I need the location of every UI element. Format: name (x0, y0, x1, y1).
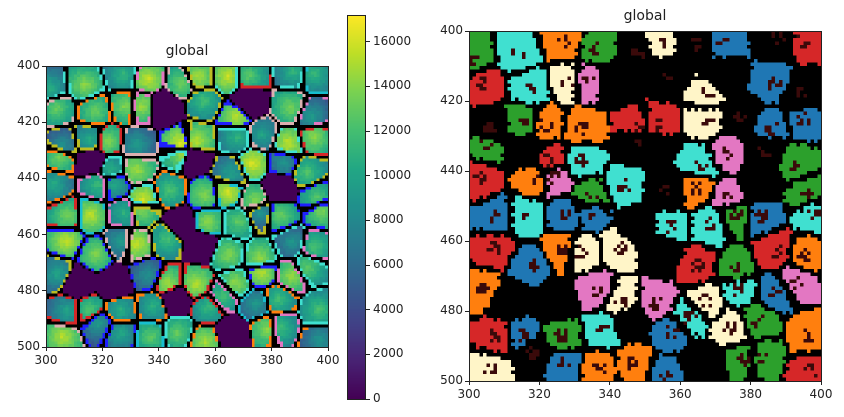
y-tick-label: 460 (440, 233, 463, 247)
colorbar-tick-mark (366, 41, 370, 43)
y-tick-label: 480 (17, 282, 40, 297)
y-tick-label: 420 (17, 114, 40, 129)
x-tick-label: 400 (316, 353, 340, 367)
colorbar-tick-mark (366, 264, 370, 266)
y-tick-mark (42, 346, 46, 348)
y-tick-label: 400 (440, 23, 463, 37)
x-tick-mark (158, 347, 160, 351)
y-tick-mark (42, 177, 46, 179)
x-tick-mark (750, 381, 752, 385)
colorbar-tick-label: 16000 (373, 33, 412, 48)
x-tick-label: 380 (260, 353, 284, 367)
colorbar-tick-label: 6000 (373, 257, 404, 272)
y-tick-label: 420 (440, 93, 463, 107)
y-tick-label: 480 (440, 303, 463, 317)
x-tick-label: 340 (147, 353, 171, 367)
y-tick-mark (42, 65, 46, 67)
x-tick-label: 360 (203, 353, 227, 367)
y-tick-label: 440 (440, 163, 463, 177)
y-tick-label: 400 (17, 58, 40, 72)
colorbar-tick-label: 2000 (373, 346, 404, 361)
y-tick-mark (465, 240, 469, 242)
x-tick-mark (609, 381, 611, 385)
colorbar-tick-mark (366, 353, 370, 355)
x-tick-label: 340 (598, 387, 622, 401)
x-tick-mark (271, 347, 273, 351)
x-tick-mark (101, 347, 103, 351)
x-tick-mark (538, 381, 540, 385)
x-tick-mark (45, 347, 47, 351)
x-tick-mark (468, 381, 470, 385)
colorbar-tick-mark (366, 309, 370, 311)
y-tick-mark (42, 234, 46, 236)
colorbar-tick-label: 12000 (373, 123, 412, 138)
x-tick-mark (214, 347, 216, 351)
x-tick-label: 400 (809, 387, 833, 401)
x-tick-mark (820, 381, 822, 385)
colorbar-tick-label: 0 (373, 391, 381, 405)
colorbar-tick-mark (366, 219, 370, 221)
right-title: global (623, 8, 667, 24)
colorbar-tick-label: 8000 (373, 212, 404, 227)
x-tick-label: 300 (34, 353, 58, 367)
right-label-image (469, 31, 821, 381)
y-tick-mark (465, 30, 469, 32)
y-tick-mark (465, 380, 469, 382)
x-tick-mark (327, 347, 329, 351)
y-tick-mark (42, 121, 46, 123)
y-tick-mark (42, 290, 46, 292)
y-tick-mark (465, 310, 469, 312)
colorbar-gradient (347, 15, 365, 399)
x-tick-mark (679, 381, 681, 385)
colorbar-tick-mark (366, 130, 370, 132)
y-tick-label: 440 (17, 170, 40, 185)
colorbar-tick-mark (366, 175, 370, 177)
colorbar-tick-mark (366, 398, 370, 400)
y-tick-label: 460 (17, 226, 40, 241)
colorbar-tick-label: 4000 (373, 301, 404, 316)
y-tick-mark (465, 170, 469, 172)
y-tick-mark (465, 100, 469, 102)
colorbar-tick-label: 14000 (373, 78, 412, 93)
x-tick-label: 360 (668, 387, 692, 401)
y-tick-label: 500 (17, 339, 40, 353)
colorbar-tick-label: 10000 (373, 167, 412, 182)
x-tick-label: 380 (739, 387, 763, 401)
left-heatmap-image (46, 66, 328, 347)
left-title: global (165, 43, 209, 59)
colorbar-tick-mark (366, 85, 370, 87)
x-tick-label: 320 (90, 353, 114, 367)
y-tick-label: 500 (440, 373, 463, 387)
x-tick-label: 300 (457, 387, 481, 401)
x-tick-label: 320 (527, 387, 551, 401)
